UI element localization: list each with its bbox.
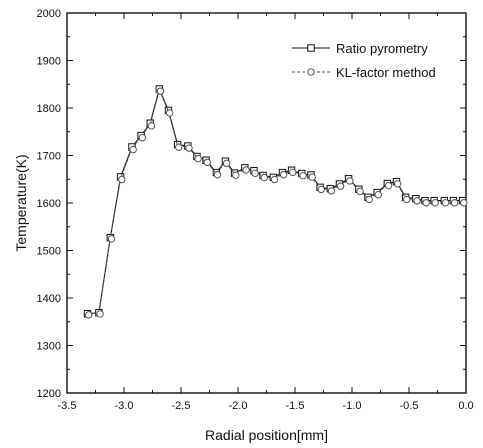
data-point: [336, 182, 345, 190]
y-tick-label: 1400: [37, 293, 61, 305]
x-tick-label: -3.0: [115, 400, 134, 412]
y-tick-label: 1300: [37, 341, 61, 353]
legend-item: Ratio pyrometry: [292, 41, 428, 56]
data-point: [118, 175, 126, 184]
x-tick-label: -1.5: [286, 400, 305, 412]
x-axis-title: Radial position[mm]: [205, 427, 328, 443]
data-point: [129, 145, 137, 154]
x-tick-label: -1.0: [343, 400, 362, 412]
legend-label: Ratio pyrometry: [336, 41, 428, 56]
data-point: [384, 181, 393, 190]
data-point: [185, 144, 193, 152]
legend-marker: [307, 44, 315, 52]
data-point: [175, 143, 183, 151]
data-point: [260, 173, 268, 182]
legend: Ratio pyrometry KL-factor method: [292, 41, 436, 80]
data-point: [232, 171, 240, 179]
data-point: [317, 185, 325, 194]
y-tick-label: 1900: [37, 56, 61, 68]
data-point: [393, 180, 402, 188]
data-point: [450, 199, 459, 207]
x-tick-label: -2.0: [229, 400, 248, 412]
series-line: [87, 88, 463, 315]
data-point: [279, 171, 288, 179]
data-point: [96, 310, 104, 318]
data-point: [156, 87, 165, 95]
data-point: [413, 197, 421, 205]
y-axis-title: Temperature(K): [13, 154, 29, 251]
data-point: [203, 158, 211, 167]
series-layer: [83, 85, 468, 319]
data-point: [213, 171, 222, 179]
y-tick-label: 2000: [37, 8, 61, 20]
data-point: [346, 177, 354, 185]
data-point: [308, 173, 316, 181]
axis-ticks: [66, 12, 467, 394]
data-point: [251, 169, 259, 178]
data-point: [85, 311, 93, 319]
data-point: [422, 199, 430, 207]
x-tick-labels: -3.5 -3.0 -2.5 -2.0 -1.5 -1.0 -0.5 0.0: [58, 400, 474, 412]
data-point: [138, 134, 147, 142]
series-1: [85, 87, 468, 319]
x-tick-label: 0.0: [458, 400, 473, 412]
data-point: [147, 122, 156, 130]
data-point: [270, 175, 279, 184]
x-tick-label: -2.5: [172, 400, 191, 412]
x-tick-label: -3.5: [58, 400, 77, 412]
data-point: [242, 166, 250, 174]
data-point: [289, 168, 297, 177]
data-point: [365, 195, 373, 204]
data-point: [299, 172, 307, 180]
y-tick-label: 1200: [37, 388, 61, 400]
data-point: [431, 199, 439, 207]
y-tick-labels: 1200 1300 1400 1500 1600 1700 1800 1900 2000: [37, 8, 61, 400]
data-point: [374, 191, 382, 199]
data-point: [441, 199, 450, 207]
data-point: [222, 159, 231, 168]
data-point: [107, 235, 116, 243]
y-tick-label: 1600: [37, 198, 61, 210]
y-tick-label: 1700: [37, 151, 61, 163]
data-point: [460, 199, 468, 207]
data-point: [327, 187, 336, 195]
data-point: [165, 109, 174, 117]
data-point: [356, 187, 364, 196]
legend-item: KL-factor method: [292, 65, 436, 80]
y-tick-label: 1500: [37, 246, 61, 258]
legend-marker: [307, 68, 315, 76]
data-point: [403, 195, 411, 204]
x-tick-label: -0.5: [400, 400, 419, 412]
data-point: [194, 154, 202, 163]
y-tick-label: 1800: [37, 103, 61, 115]
legend-label: KL-factor method: [336, 65, 436, 80]
